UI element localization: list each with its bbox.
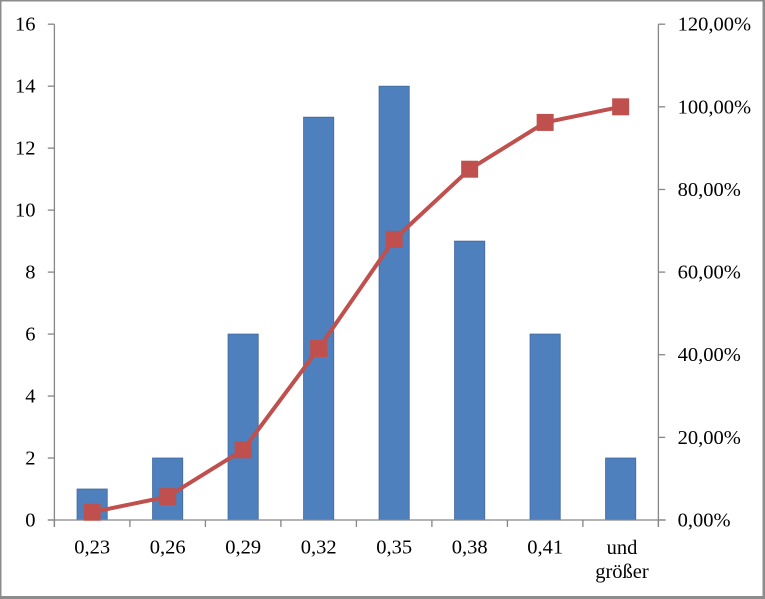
svg-text:8: 8 — [25, 262, 35, 284]
svg-text:0,29: 0,29 — [225, 537, 261, 559]
svg-text:100,00%: 100,00% — [678, 96, 751, 118]
svg-text:80,00%: 80,00% — [678, 179, 741, 201]
svg-text:0: 0 — [25, 510, 35, 532]
svg-text:20,00%: 20,00% — [678, 427, 741, 449]
svg-text:0,38: 0,38 — [452, 537, 488, 559]
svg-text:0,26: 0,26 — [150, 537, 186, 559]
svg-text:4: 4 — [25, 386, 35, 408]
svg-text:120,00%: 120,00% — [678, 14, 751, 36]
svg-text:12: 12 — [15, 138, 36, 160]
svg-text:60,00%: 60,00% — [678, 262, 741, 284]
svg-text:14: 14 — [15, 76, 36, 98]
svg-text:16: 16 — [15, 14, 36, 36]
svg-text:0,23: 0,23 — [74, 537, 110, 559]
svg-text:0,35: 0,35 — [376, 537, 412, 559]
svg-text:40,00%: 40,00% — [678, 344, 741, 366]
svg-text:und: und — [607, 537, 638, 559]
svg-text:0,00%: 0,00% — [678, 510, 731, 532]
svg-text:0,41: 0,41 — [527, 537, 563, 559]
svg-text:0,32: 0,32 — [301, 537, 337, 559]
svg-text:10: 10 — [15, 200, 36, 222]
svg-text:6: 6 — [25, 324, 35, 346]
svg-text:2: 2 — [25, 448, 35, 470]
svg-text:größer: größer — [595, 561, 649, 583]
